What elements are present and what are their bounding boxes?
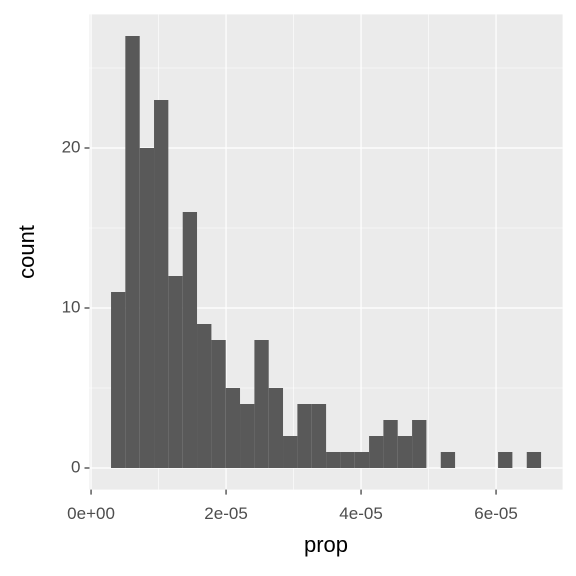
bar	[369, 436, 384, 468]
y-axis-title: count	[14, 225, 39, 279]
bar	[498, 452, 513, 468]
bar	[225, 388, 241, 468]
bar	[111, 292, 126, 468]
bar	[354, 452, 370, 468]
y-tick-label: 0	[71, 457, 80, 476]
bar	[125, 36, 140, 468]
bar	[340, 452, 355, 468]
x-tick-label: 4e-05	[339, 504, 382, 523]
bar	[240, 404, 255, 468]
x-tick-label: 6e-05	[474, 504, 517, 523]
bar	[182, 212, 198, 468]
y-tick-label: 10	[62, 297, 81, 316]
bar	[254, 340, 269, 468]
bar	[139, 148, 155, 468]
bar	[297, 404, 312, 468]
bar	[268, 388, 284, 468]
x-tick-label: 0e+00	[67, 504, 115, 523]
bar	[311, 404, 327, 468]
y-tick-label: 20	[62, 137, 81, 156]
x-axis-title: prop	[304, 532, 348, 557]
bar	[440, 452, 456, 468]
bar	[397, 436, 413, 468]
bar	[383, 420, 398, 468]
bar	[154, 100, 169, 468]
bar	[211, 340, 226, 468]
x-tick-label: 2e-05	[204, 504, 247, 523]
bar	[197, 324, 212, 468]
bar	[526, 452, 542, 468]
bar	[168, 276, 183, 468]
bar	[283, 436, 298, 468]
bar	[412, 420, 427, 468]
bar	[326, 452, 341, 468]
